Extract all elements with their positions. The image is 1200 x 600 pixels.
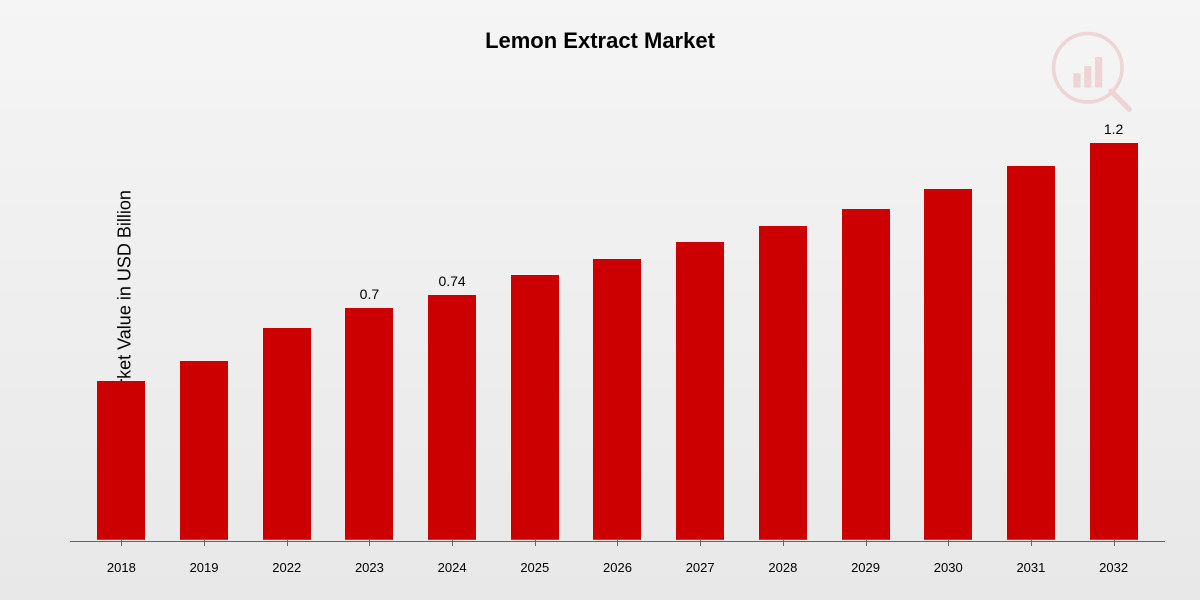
bar-wrapper (163, 110, 246, 540)
x-axis-label: 2018 (80, 560, 163, 575)
bar-value-label: 0.7 (360, 286, 379, 304)
x-axis-line (70, 541, 1165, 542)
x-axis-label: 2029 (824, 560, 907, 575)
x-axis-label: 2022 (245, 560, 328, 575)
bars-container: 0.7 0.74 1.2 (70, 110, 1165, 540)
bar (759, 226, 807, 540)
x-axis-label: 2030 (907, 560, 990, 575)
bar-wrapper: 1.2 (1072, 110, 1155, 540)
bar-wrapper (659, 110, 742, 540)
bar (345, 308, 393, 540)
bar (97, 381, 145, 540)
bar (842, 209, 890, 540)
bar-wrapper (907, 110, 990, 540)
bar-value-label: 1.2 (1104, 121, 1123, 139)
x-axis-label: 2025 (493, 560, 576, 575)
bar-wrapper (990, 110, 1073, 540)
bar (924, 189, 972, 540)
x-axis-label: 2023 (328, 560, 411, 575)
bar (1090, 143, 1138, 540)
x-axis-label: 2024 (411, 560, 494, 575)
x-axis-label: 2019 (163, 560, 246, 575)
bar-wrapper: 0.74 (411, 110, 494, 540)
bar (593, 259, 641, 540)
logo-watermark-icon (1050, 30, 1140, 120)
x-axis-label: 2032 (1072, 560, 1155, 575)
bar (428, 295, 476, 540)
bar-wrapper (824, 110, 907, 540)
x-axis-label: 2028 (742, 560, 825, 575)
bar-wrapper (742, 110, 825, 540)
bar (180, 361, 228, 540)
bar (676, 242, 724, 540)
bar (263, 328, 311, 540)
x-axis-label: 2027 (659, 560, 742, 575)
bar-wrapper (245, 110, 328, 540)
x-axis-labels: 2018201920222023202420252026202720282029… (70, 560, 1165, 575)
bar (511, 275, 559, 540)
bar (1007, 166, 1055, 540)
bar-value-label: 0.74 (438, 273, 465, 291)
chart-area: 0.7 0.74 1.2 (70, 110, 1165, 540)
chart-title: Lemon Extract Market (0, 0, 1200, 54)
x-axis-label: 2026 (576, 560, 659, 575)
bar-wrapper: 0.7 (328, 110, 411, 540)
bar-wrapper (576, 110, 659, 540)
x-axis-label: 2031 (990, 560, 1073, 575)
bar-wrapper (80, 110, 163, 540)
bar-wrapper (493, 110, 576, 540)
